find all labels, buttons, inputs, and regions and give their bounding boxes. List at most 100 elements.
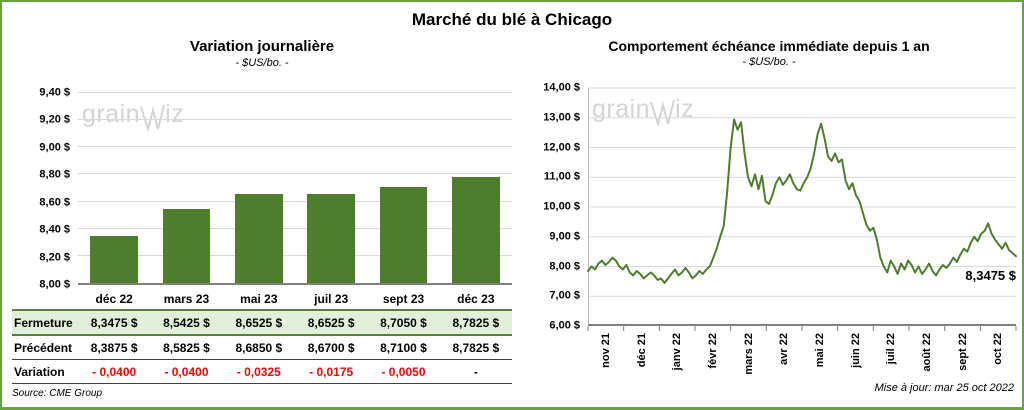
table-cell: 8,5825 $ [163, 341, 210, 355]
y-axis-tick-label: 6,00 $ [549, 319, 580, 332]
table-month-header: déc 22 [95, 292, 133, 306]
table-row-label: Variation [12, 359, 78, 384]
bar-column [295, 93, 367, 283]
line-chart-subtitle: - $US/bo. - [742, 56, 796, 68]
watermark-text-left: grain [82, 99, 141, 128]
y-axis-tick-label: 8,40 $ [39, 223, 70, 236]
bar [379, 187, 428, 283]
x-axis-tick-text: avr 22 [778, 333, 791, 365]
bar-column [367, 93, 439, 283]
y-axis-tick-label: 9,20 $ [39, 113, 70, 126]
bar [234, 194, 283, 283]
table-month-header: déc 23 [457, 292, 495, 306]
bar-column [78, 93, 150, 283]
bar-plot: grain iz [78, 92, 512, 285]
daily-variation-panel: Variation journalière - $US/bo. - 8,00 $… [12, 38, 512, 399]
x-axis-tick-text: août 22 [920, 333, 933, 372]
bar-chart: 8,00 $ 8,20 $ 8,40 $ 8,60 $ 8,80 $ 9,00 $ 9,20… [12, 87, 512, 290]
line-plot-svg [587, 87, 1017, 331]
table-cell: - 0,0050 [367, 359, 440, 384]
y-axis-tick-label: 9,40 $ [39, 86, 70, 99]
y-axis-tick-label: 7,00 $ [549, 289, 580, 302]
bar-column [440, 93, 512, 283]
table-cell: - 0,0400 [150, 359, 223, 384]
bar-chart-subtitle: - $US/bo. - [235, 57, 289, 69]
summary-table: déc 22 mars 23 mai 23 juil 23 sept 23 déc 23 F… [12, 287, 512, 384]
bar-series [78, 93, 512, 283]
x-axis-tick-text: nov 21 [599, 333, 612, 368]
y-axis-tick-label: 14,00 $ [543, 81, 580, 94]
table-cell: 8,6700 $ [307, 341, 355, 355]
watermark-text-left: grain [592, 94, 651, 123]
line-chart: 6,00 $ 7,00 $ 8,00 $ 9,00 $ 10,00 $ 11,00 $ 12… [522, 82, 1017, 331]
table-month-header: sept 23 [382, 292, 425, 306]
table-cell: - [439, 359, 512, 384]
table-row-label: Fermeture [12, 309, 78, 336]
bar [90, 235, 139, 283]
y-axis-tick-label: 11,00 $ [543, 170, 580, 183]
y-axis-tick-label: 8,00 $ [39, 278, 70, 291]
x-axis-tick-text: déc 21 [635, 333, 648, 368]
x-axis-tick-text: mai 22 [813, 333, 826, 368]
table-cell: 8,5425 $ [150, 309, 223, 336]
table-cell: 8,7825 $ [439, 309, 512, 336]
table-month-header: mars 23 [163, 292, 210, 306]
table-cell: 8,7825 $ [452, 341, 500, 355]
watermark-w-icon [650, 99, 676, 128]
table-month-header: mai 23 [240, 292, 278, 306]
table-cell: - 0,0325 [222, 359, 295, 384]
y-axis-tick-label: 8,80 $ [39, 168, 70, 181]
watermark-w-icon [140, 104, 166, 133]
table-cell: - 0,0175 [295, 359, 368, 384]
bar [451, 176, 500, 283]
bar [162, 209, 211, 283]
gridline [78, 92, 512, 93]
bar-column [223, 93, 295, 283]
gridline [78, 146, 512, 148]
table-row-label: Précédent [14, 341, 73, 355]
gridline [78, 200, 512, 202]
gridline [78, 254, 512, 256]
x-axis-tick-text: janv 22 [671, 333, 684, 371]
bar-chart-title: Variation journalière [189, 38, 335, 55]
y-axis-tick-label: 8,60 $ [39, 196, 70, 209]
source-note: Source: CME Group [12, 388, 103, 399]
x-axis-tick-text: févr 22 [706, 333, 719, 369]
y-axis-tick-label: 12,00 $ [543, 141, 580, 153]
gridline [78, 119, 512, 121]
gridline [78, 227, 512, 229]
x-axis-tick-text: oct 22 [992, 333, 1005, 365]
y-axis-tick-label: 8,00 $ [549, 260, 580, 272]
grainwiz-watermark: grain iz [592, 94, 695, 128]
table-month-header: juil 23 [314, 292, 349, 306]
line-chart-title: Comportement échéance immédiate depuis 1… [608, 38, 930, 54]
table-cell: 8,7050 $ [367, 309, 440, 336]
page-title: Marché du blé à Chicago [411, 10, 613, 29]
watermark-text-right: iz [675, 94, 695, 123]
y-axis-tick-label: 8,20 $ [39, 251, 70, 264]
bar [307, 194, 356, 283]
front-month-panel: Comportement échéance immédiate depuis 1… [522, 38, 1017, 394]
x-axis-tick-text: sept 22 [956, 333, 969, 371]
y-axis-tick-label: 9,00 $ [39, 141, 70, 154]
price-line [587, 118, 1017, 284]
table-cell: - 0,0400 [78, 359, 151, 384]
table-cell: 8,3475 $ [78, 309, 151, 336]
update-note: Mise à jour: mar 25 oct 2022 [874, 382, 1014, 394]
x-axis-tick-text: mars 22 [742, 333, 755, 375]
table-cell: 8,6525 $ [295, 309, 368, 336]
table-cell: 8,6525 $ [222, 309, 295, 336]
y-axis-tick-label: 9,00 $ [549, 230, 580, 243]
table-cell: 8,6850 $ [235, 341, 283, 355]
bar-column [150, 93, 222, 283]
gridline [78, 173, 512, 175]
line-plot: grain iz 8,3475 $ [587, 87, 1017, 331]
bar-y-axis: 8,00 $ 8,20 $ 8,40 $ 8,60 $ 8,80 $ 9,00 $ 9,20… [12, 87, 78, 290]
line-y-axis: 6,00 $ 7,00 $ 8,00 $ 9,00 $ 10,00 $ 11,00 $ 12… [522, 82, 588, 331]
y-axis-tick-label: 10,00 $ [543, 200, 580, 213]
bar-gridlines [78, 92, 512, 283]
x-axis-tick-text: juil 22 [885, 333, 898, 365]
line-x-axis: nov 21 déc 21 janv 22 févr 22 mars 22 avr 22 m… [588, 326, 1016, 380]
x-axis-tick-text: juin 22 [849, 333, 862, 368]
